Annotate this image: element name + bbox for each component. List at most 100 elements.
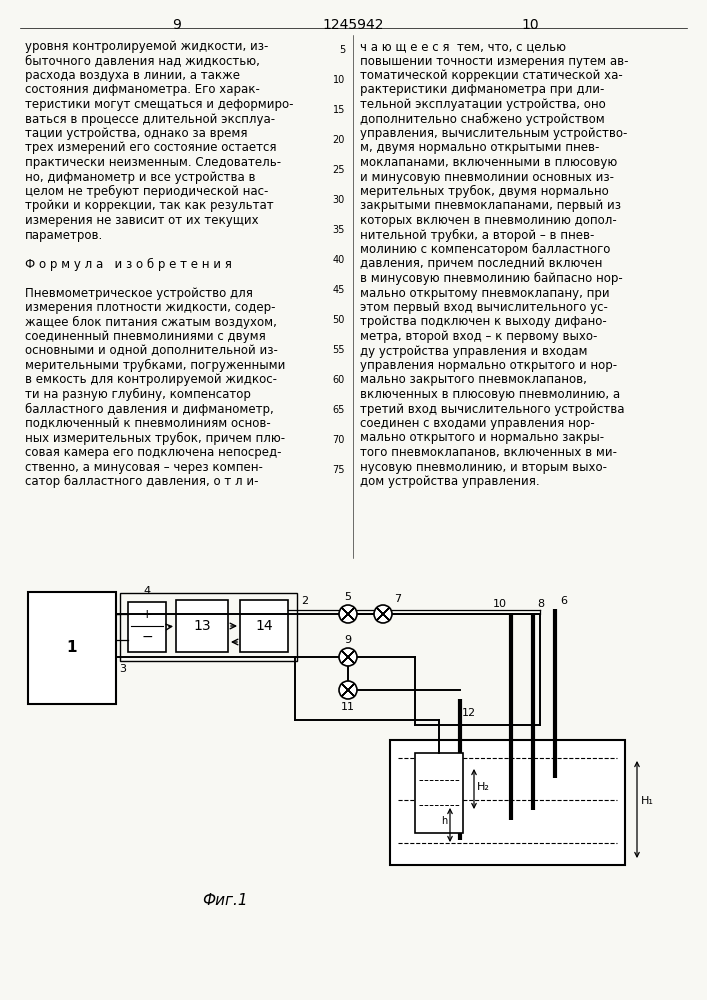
Circle shape: [339, 648, 357, 666]
Text: 10: 10: [493, 599, 507, 609]
Text: 9: 9: [344, 635, 351, 645]
Text: 30: 30: [333, 195, 345, 205]
Bar: [390, 740, 625, 865]
Text: 25: 25: [332, 165, 345, 175]
Text: 10: 10: [333, 75, 345, 85]
Text: целом не требуют периодической нас-: целом не требуют периодической нас-: [25, 185, 269, 198]
Text: мерительными трубками, погруженными: мерительными трубками, погруженными: [25, 359, 286, 372]
Polygon shape: [376, 614, 390, 621]
Text: 6: 6: [560, 596, 567, 606]
Polygon shape: [341, 690, 355, 697]
Text: основными и одной дополнительной из-: основными и одной дополнительной из-: [25, 344, 278, 358]
Text: управления нормально открытого и нор-: управления нормально открытого и нор-: [360, 359, 617, 372]
Text: мерительных трубок, двумя нормально: мерительных трубок, двумя нормально: [360, 185, 609, 198]
Bar: [28, 592, 116, 704]
Text: 75: 75: [332, 465, 345, 475]
Text: 11: 11: [341, 702, 355, 712]
Bar: [176, 600, 228, 652]
Text: H₂: H₂: [477, 782, 490, 792]
Text: трех измерений его состояние остается: трех измерений его состояние остается: [25, 141, 276, 154]
Text: ственно, а минусовая – через компен-: ственно, а минусовая – через компен-: [25, 460, 263, 474]
Text: 14: 14: [255, 619, 273, 633]
Text: Ф о р м у л а   и з о б р е т е н и я: Ф о р м у л а и з о б р е т е н и я: [25, 257, 232, 271]
Text: нусовую пневмолинию, и вторым выхо-: нусовую пневмолинию, и вторым выхо-: [360, 460, 607, 474]
Text: 35: 35: [332, 225, 345, 235]
Text: тации устройства, однако за время: тации устройства, однако за время: [25, 127, 247, 140]
Bar: [128, 602, 166, 652]
Text: параметров.: параметров.: [25, 229, 103, 241]
Circle shape: [339, 605, 357, 623]
Text: измерения плотности жидкости, содер-: измерения плотности жидкости, содер-: [25, 301, 276, 314]
Text: моклапанами, включенными в плюсовую: моклапанами, включенными в плюсовую: [360, 156, 617, 169]
Text: совая камера его подключена непосред-: совая камера его подключена непосред-: [25, 446, 281, 459]
Text: мально закрытого пневмоклапанов,: мально закрытого пневмоклапанов,: [360, 373, 587, 386]
Text: ду устройства управления и входам: ду устройства управления и входам: [360, 344, 588, 358]
Text: того пневмоклапанов, включенных в ми-: того пневмоклапанов, включенных в ми-: [360, 446, 617, 459]
Text: соединен с входами управления нор-: соединен с входами управления нор-: [360, 417, 595, 430]
Text: нительной трубки, а второй – в пнев-: нительной трубки, а второй – в пнев-: [360, 229, 595, 242]
Text: давления, причем последний включен: давления, причем последний включен: [360, 257, 602, 270]
Text: в емкость для контролируемой жидкос-: в емкость для контролируемой жидкос-: [25, 373, 277, 386]
Text: мально открытого и нормально закры-: мально открытого и нормально закры-: [360, 432, 604, 444]
Text: расхода воздуха в линии, а также: расхода воздуха в линии, а также: [25, 69, 240, 82]
Text: 7: 7: [394, 594, 401, 604]
Text: повышении точности измерения путем ав-: повышении точности измерения путем ав-: [360, 54, 629, 68]
Text: этом первый вход вычислительного ус-: этом первый вход вычислительного ус-: [360, 301, 608, 314]
Text: теристики могут смещаться и деформиро-: теристики могут смещаться и деформиро-: [25, 98, 293, 111]
Text: h: h: [440, 816, 447, 826]
Text: 8: 8: [537, 599, 544, 609]
Text: молинию с компенсатором балластного: молинию с компенсатором балластного: [360, 243, 610, 256]
Text: 50: 50: [332, 315, 345, 325]
Text: третий вход вычислительного устройства: третий вход вычислительного устройства: [360, 402, 624, 416]
Polygon shape: [376, 607, 390, 614]
Text: включенных в плюсовую пневмолинию, а: включенных в плюсовую пневмолинию, а: [360, 388, 620, 401]
Text: 12: 12: [462, 708, 476, 718]
Text: −: −: [141, 630, 153, 644]
Text: 2: 2: [301, 596, 308, 606]
Text: уровня контролируемой жидкости, из-: уровня контролируемой жидкости, из-: [25, 40, 269, 53]
Bar: [240, 600, 288, 652]
Text: состояния дифманометра. Его харак-: состояния дифманометра. Его харак-: [25, 84, 260, 97]
Text: 1245942: 1245942: [322, 18, 384, 32]
Text: подключенный к пневмолиниям основ-: подключенный к пневмолиниям основ-: [25, 417, 271, 430]
Text: 20: 20: [332, 135, 345, 145]
Text: ч а ю щ е е с я  тем, что, с целью: ч а ю щ е е с я тем, что, с целью: [360, 40, 566, 53]
Text: соединенный пневмолиниями с двумя: соединенный пневмолиниями с двумя: [25, 330, 266, 343]
Text: но, дифманометр и все устройства в: но, дифманометр и все устройства в: [25, 170, 255, 184]
Text: сатор балластного давления, о т л и-: сатор балластного давления, о т л и-: [25, 475, 259, 488]
Text: 13: 13: [193, 619, 211, 633]
Text: томатической коррекции статической ха-: томатической коррекции статической ха-: [360, 69, 623, 82]
Text: в минусовую пневмолинию байпасно нор-: в минусовую пневмолинию байпасно нор-: [360, 272, 623, 285]
Polygon shape: [341, 607, 355, 614]
Text: Пневмометрическое устройство для: Пневмометрическое устройство для: [25, 286, 253, 300]
Circle shape: [374, 605, 392, 623]
Text: 45: 45: [332, 285, 345, 295]
Text: 55: 55: [332, 345, 345, 355]
Text: быточного давления над жидкостью,: быточного давления над жидкостью,: [25, 54, 260, 68]
Text: рактеристики дифманометра при дли-: рактеристики дифманометра при дли-: [360, 84, 604, 97]
Text: жащее блок питания сжатым воздухом,: жащее блок питания сжатым воздухом,: [25, 316, 277, 329]
Text: 60: 60: [333, 375, 345, 385]
Bar: [120, 593, 297, 661]
Text: управления, вычислительным устройство-: управления, вычислительным устройство-: [360, 127, 627, 140]
Text: ных измерительных трубок, причем плю-: ных измерительных трубок, причем плю-: [25, 432, 285, 445]
Text: дом устройства управления.: дом устройства управления.: [360, 475, 539, 488]
Text: тройства подключен к выходу дифано-: тройства подключен к выходу дифано-: [360, 316, 607, 328]
Text: 1: 1: [66, 641, 77, 656]
Text: измерения не зависит от их текущих: измерения не зависит от их текущих: [25, 214, 259, 227]
Polygon shape: [341, 650, 355, 657]
Text: ваться в процессе длительной эксплуа-: ваться в процессе длительной эксплуа-: [25, 112, 275, 125]
Text: H₁: H₁: [641, 796, 654, 806]
Text: 9: 9: [173, 18, 182, 32]
Text: мально открытому пневмоклапану, при: мально открытому пневмоклапану, при: [360, 286, 609, 300]
Text: и минусовую пневмолинии основных из-: и минусовую пневмолинии основных из-: [360, 170, 614, 184]
Text: метра, второй вход – к первому выхо-: метра, второй вход – к первому выхо-: [360, 330, 597, 343]
Text: тельной эксплуатации устройства, оно: тельной эксплуатации устройства, оно: [360, 98, 606, 111]
Text: 4: 4: [144, 586, 151, 596]
Text: Фиг.1: Фиг.1: [202, 893, 248, 908]
Text: м, двумя нормально открытыми пнев-: м, двумя нормально открытыми пнев-: [360, 141, 600, 154]
Text: 3: 3: [119, 664, 126, 674]
Text: тройки и коррекции, так как результат: тройки и коррекции, так как результат: [25, 200, 274, 213]
Text: 10: 10: [521, 18, 539, 32]
Text: дополнительно снабжено устройством: дополнительно снабжено устройством: [360, 112, 604, 126]
